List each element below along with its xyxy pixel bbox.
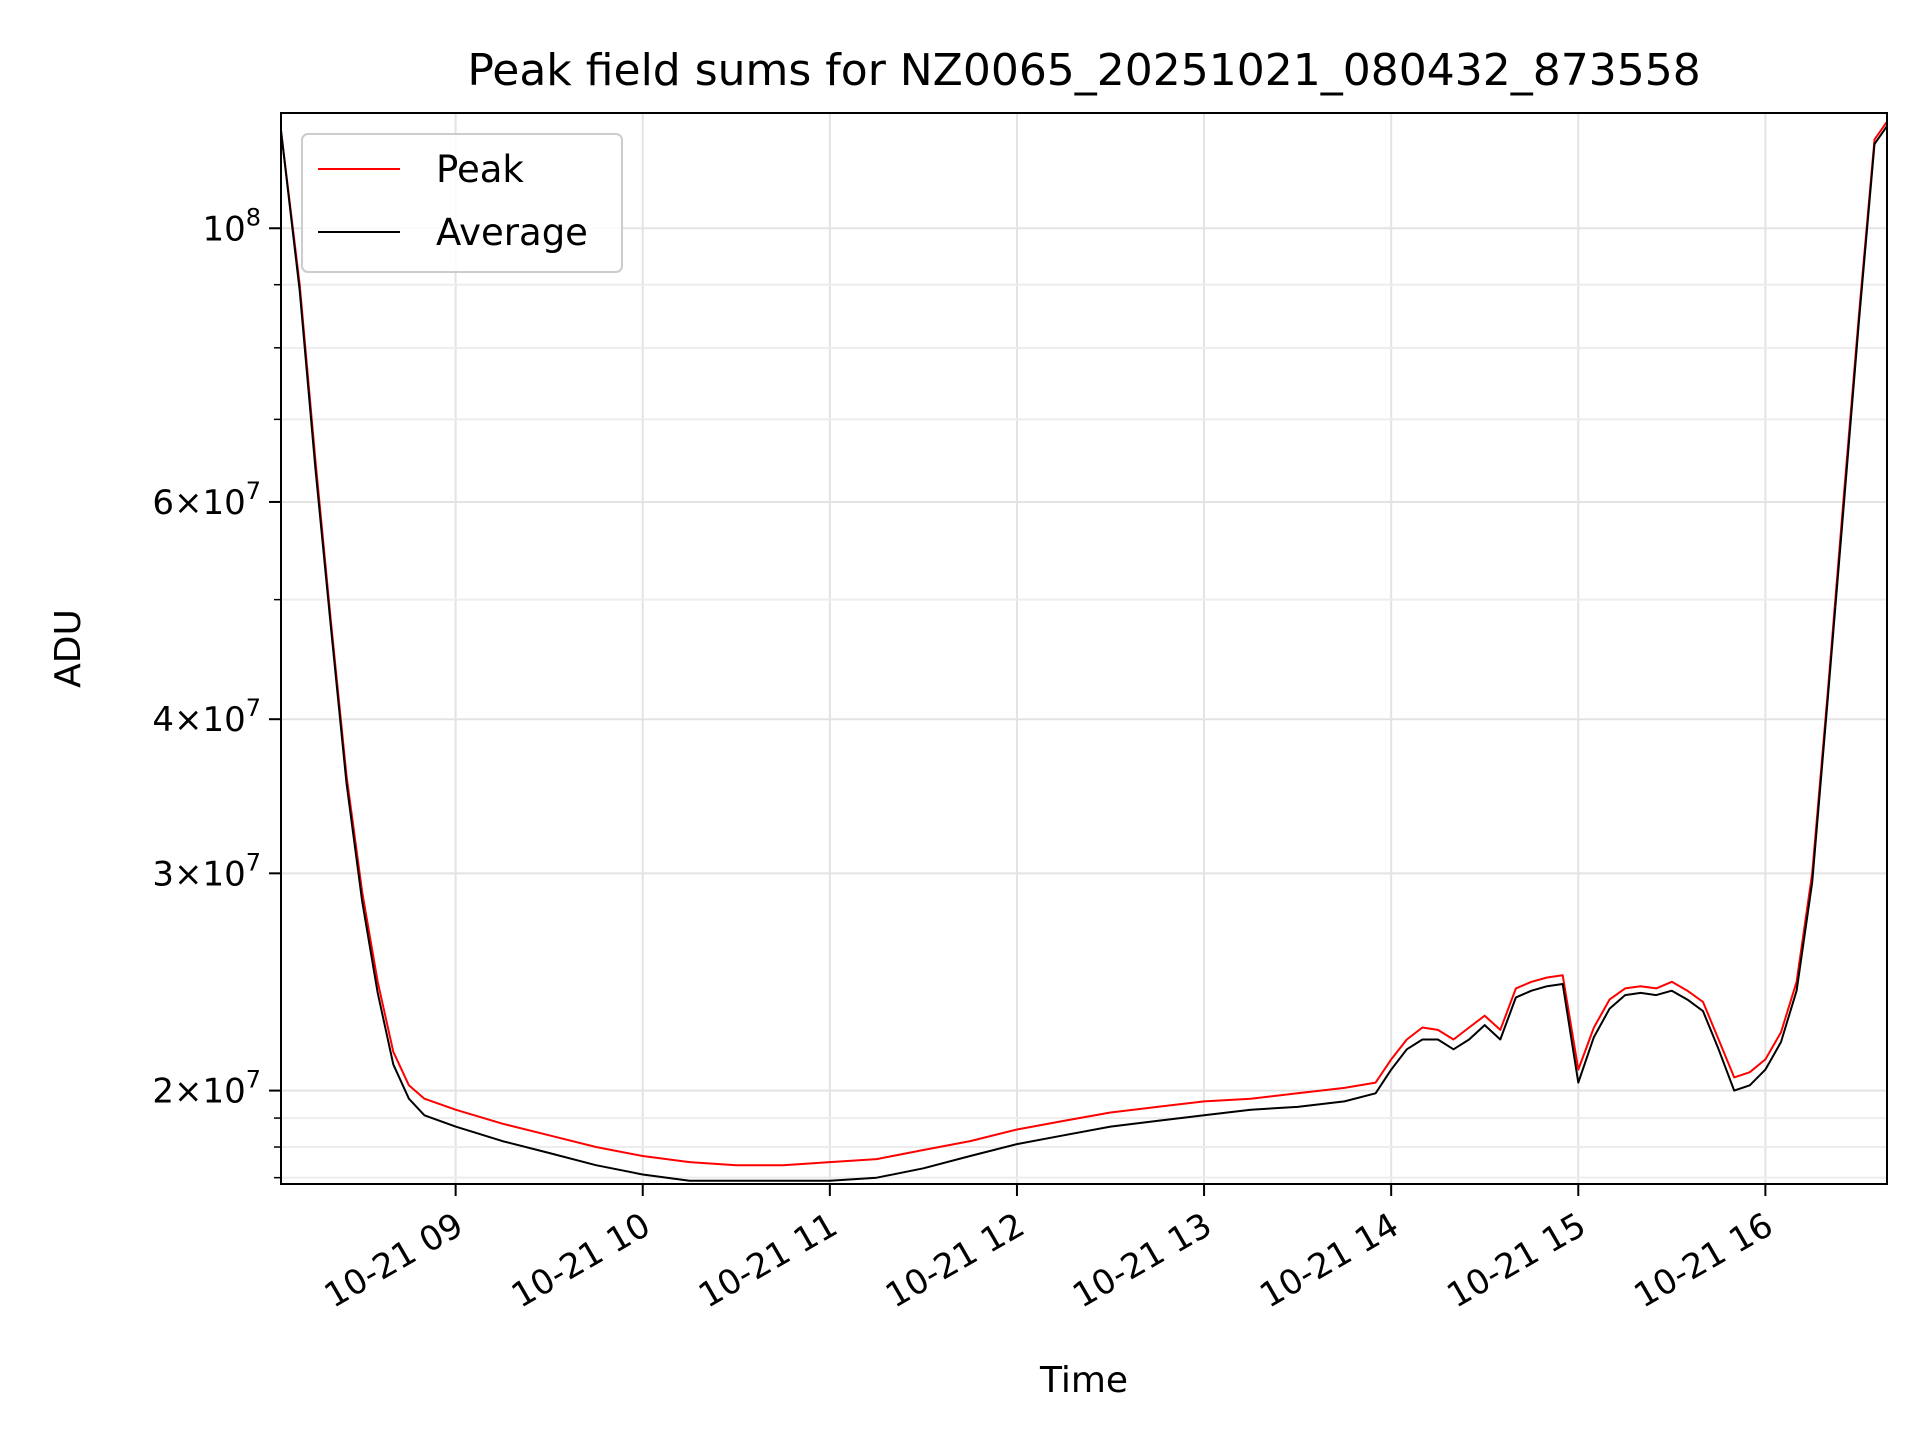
plot-area-frame bbox=[280, 112, 1888, 1185]
y-axis-label: ADU bbox=[48, 609, 89, 688]
y-tick-exponent: 7 bbox=[246, 1066, 261, 1094]
y-tick-label: 3×107 bbox=[152, 848, 261, 894]
y-tick-label: 4×107 bbox=[152, 694, 261, 740]
series-line-average bbox=[280, 125, 1888, 1182]
y-tick-times: ×10 bbox=[174, 854, 246, 894]
grid-layer bbox=[281, 113, 1887, 1184]
legend: Peak Average bbox=[301, 133, 623, 273]
y-tick-exponent: 7 bbox=[246, 694, 261, 722]
y-tick-mantissa: 4 bbox=[152, 700, 174, 740]
series-line-peak bbox=[280, 121, 1888, 1167]
y-tick-label: 6×107 bbox=[152, 477, 261, 523]
y-tick-times: ×10 bbox=[174, 1072, 246, 1112]
legend-label-peak: Peak bbox=[436, 148, 524, 191]
chart-title: Peak field sums for NZ0065_20251021_0804… bbox=[467, 45, 1700, 96]
y-tick-exponent: 8 bbox=[246, 203, 261, 231]
y-tick-label: 108 bbox=[202, 203, 261, 249]
y-tick-label: 2×107 bbox=[152, 1066, 261, 1112]
y-tick-times: ×10 bbox=[174, 483, 246, 523]
y-tick-mantissa: 3 bbox=[152, 854, 174, 894]
y-tick-exponent: 7 bbox=[246, 477, 261, 505]
y-tick-exponent: 7 bbox=[246, 848, 261, 876]
x-axis-label: Time bbox=[1039, 1360, 1128, 1401]
y-tick-base: 10 bbox=[202, 209, 245, 249]
y-tick-mantissa: 2 bbox=[152, 1072, 174, 1112]
legend-label-average: Average bbox=[436, 211, 588, 254]
series-layer bbox=[280, 121, 1888, 1182]
y-tick-times: ×10 bbox=[174, 700, 246, 740]
y-tick-mantissa: 6 bbox=[152, 483, 174, 523]
